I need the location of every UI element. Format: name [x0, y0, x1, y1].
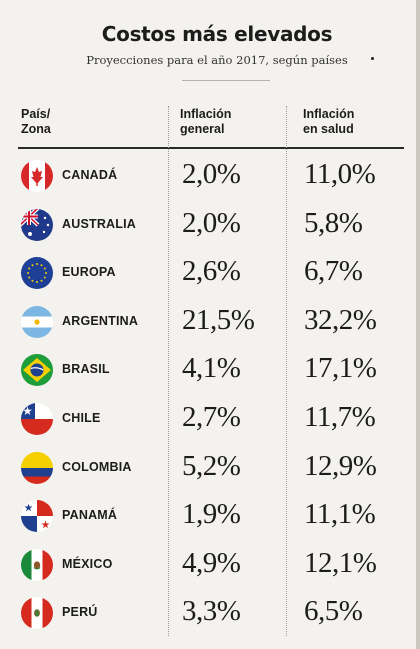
panama-flag-icon: [20, 499, 54, 533]
country-name: COLOMBIA: [62, 459, 132, 474]
page-subtitle: Proyecciones para el año 2017, según paí…: [86, 53, 348, 67]
page-title: Costos más elevados: [101, 22, 333, 46]
header-country: País/ Zona: [21, 107, 141, 137]
chile-flag-icon: [20, 402, 54, 436]
general-inflation-value: 1,9%: [182, 498, 241, 531]
header-health-line2: en salud: [303, 122, 354, 136]
header-health-line1: Inflación: [303, 107, 355, 121]
canada-flag-icon: [20, 159, 54, 193]
country-name: CHILE: [62, 410, 101, 425]
header-general-line1: Inflación: [180, 107, 232, 121]
table-body: CANADÁ 2,0% 11,0%: [0, 152, 420, 638]
country-name: ARGENTINA: [62, 313, 139, 328]
table-row: CANADÁ 2,0% 11,0%: [0, 152, 420, 201]
general-inflation-value: 4,1%: [182, 352, 241, 385]
header-country-line1: País/: [21, 107, 51, 121]
header-general-line2: general: [180, 122, 225, 136]
general-inflation-value: 2,6%: [182, 255, 241, 288]
header-country-line2: Zona: [21, 122, 51, 136]
country-name: MÉXICO: [62, 556, 113, 571]
stray-dot: [371, 57, 374, 60]
general-inflation-value: 4,9%: [182, 546, 241, 579]
country-name: AUSTRALIA: [62, 216, 137, 231]
table-row: BRASIL 4,1% 17,1%: [0, 346, 420, 395]
health-inflation-value: 11,0%: [304, 158, 376, 190]
general-inflation-value: 5,2%: [182, 449, 241, 482]
table-row: AUSTRALIA 2,0% 5,8%: [0, 201, 420, 250]
colombia-flag-icon: [20, 451, 54, 485]
table-row: PANAMÁ 1,9% 11,1%: [0, 492, 420, 541]
table-row: CHILE 2,7% 11,7%: [0, 395, 420, 444]
health-inflation-value: 11,1%: [304, 498, 376, 531]
table-header: País/ Zona Inflación general Inflación e…: [0, 107, 420, 147]
peru-flag-icon: [20, 596, 54, 630]
health-inflation-value: 17,1%: [304, 352, 377, 385]
header-health-inflation: Inflación en salud: [303, 107, 403, 137]
country-name: BRASIL: [62, 362, 110, 377]
table-row: COLOMBIA 5,2% 12,9%: [0, 444, 420, 493]
health-inflation-value: 32,2%: [304, 303, 377, 336]
general-inflation-value: 2,0%: [182, 158, 241, 190]
country-name: PANAMÁ: [62, 508, 118, 523]
health-inflation-value: 6,5%: [304, 595, 363, 628]
table-row: MÉXICO 4,9% 12,1%: [0, 541, 420, 590]
general-inflation-value: 3,3%: [182, 595, 241, 628]
europe-flag-icon: [20, 256, 54, 290]
health-inflation-value: 11,7%: [304, 400, 376, 433]
page-edge: [416, 0, 420, 649]
mexico-flag-icon: [20, 548, 54, 582]
health-inflation-value: 12,1%: [304, 546, 377, 579]
country-name: EUROPA: [62, 265, 116, 280]
health-inflation-value: 6,7%: [304, 255, 363, 288]
table-row: ARGENTINA 21,5% 32,2%: [0, 298, 420, 347]
general-inflation-value: 21,5%: [182, 303, 255, 336]
column-divider: [286, 106, 287, 636]
brazil-flag-icon: [20, 353, 54, 387]
health-inflation-value: 5,8%: [304, 206, 363, 239]
header-rule: [18, 147, 404, 149]
table-row: EUROPA 2,6% 6,7%: [0, 249, 420, 298]
country-name: CANADÁ: [62, 168, 118, 182]
general-inflation-value: 2,0%: [182, 206, 241, 239]
column-divider: [168, 106, 169, 636]
australia-flag-icon: [20, 208, 54, 242]
table-row: PERÚ 3,3% 6,5%: [0, 589, 420, 638]
argentina-flag-icon: [20, 305, 54, 339]
health-inflation-value: 12,9%: [304, 449, 377, 482]
general-inflation-value: 2,7%: [182, 400, 241, 433]
header-general-inflation: Inflación general: [180, 107, 280, 137]
title-divider: [182, 80, 270, 81]
country-name: PERÚ: [62, 605, 98, 620]
